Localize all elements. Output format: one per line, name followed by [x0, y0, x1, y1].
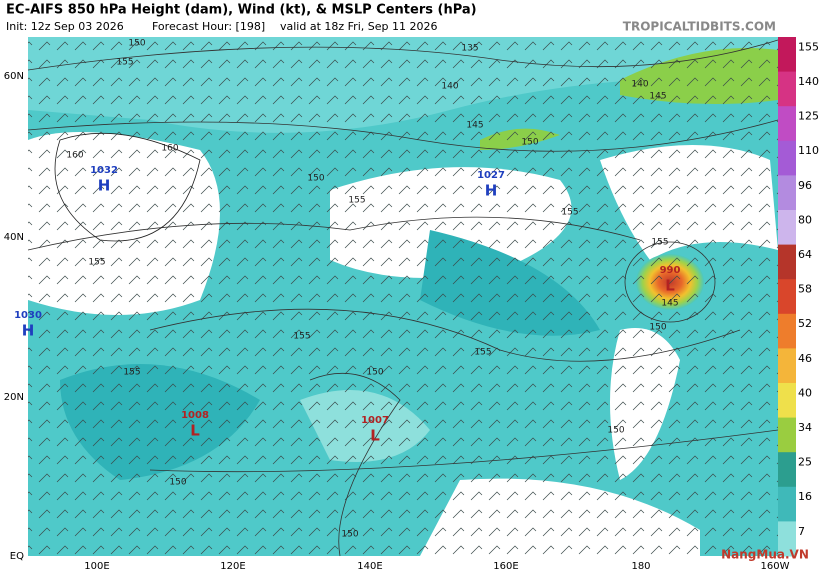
colorbar-label: 25	[798, 456, 812, 469]
contour-label: 145	[661, 299, 678, 309]
colorbar-swatch	[778, 140, 796, 176]
title: EC-AIFS 850 hPa Height (dam), Wind (kt),…	[6, 3, 477, 18]
colorbar-swatch	[778, 383, 796, 419]
lon-label: 140E	[357, 561, 382, 572]
colorbar-label: 7	[798, 525, 805, 538]
colorbar-swatch	[778, 417, 796, 453]
contour-lines	[27, 39, 779, 557]
colorbar-swatch	[778, 175, 796, 211]
pressure-value: 1030	[14, 310, 42, 321]
colorbar-label: 80	[798, 213, 812, 226]
colorbar-label: 34	[798, 421, 812, 434]
contour-label: 145	[649, 92, 666, 102]
pressure-value: 1032	[90, 165, 118, 176]
contour-label: 150	[649, 323, 666, 333]
lon-label: 100E	[84, 561, 109, 572]
contour-label: 150	[307, 174, 324, 184]
map-shading	[28, 37, 778, 556]
contour-label: 155	[88, 258, 105, 268]
contour-label: 155	[348, 196, 365, 206]
colorbar-swatch	[778, 486, 796, 522]
contour-label: 150	[521, 138, 538, 148]
colorbar-swatch	[778, 210, 796, 246]
pressure-value: 1008	[181, 410, 209, 421]
source: TROPICALTIDBITS.COM	[623, 20, 776, 34]
lat-label: 40N	[4, 232, 24, 243]
colorbar-swatch	[778, 37, 796, 73]
lon-label: 160W	[761, 561, 790, 572]
init: Init: 12z Sep 03 2026	[6, 20, 124, 33]
colorbar-label: 64	[798, 248, 812, 261]
lat-label: 20N	[4, 392, 24, 403]
colorbar-label: 40	[798, 386, 812, 399]
colorbar-label: 52	[798, 317, 812, 330]
pressure-value: 990	[660, 265, 681, 276]
colorbar-swatch	[778, 313, 796, 349]
contour-label: 135	[461, 44, 478, 54]
pressure-symbol: L	[370, 427, 380, 445]
contour-label: 150	[128, 39, 145, 49]
colorbar-swatch	[778, 71, 796, 107]
contour-label: 160	[161, 144, 178, 154]
colorbar-swatch	[778, 521, 796, 557]
colorbar-label: 110	[798, 144, 819, 157]
pressure-symbol: L	[190, 422, 200, 440]
pressure-symbol: H	[22, 322, 35, 340]
lat-label: 60N	[4, 71, 24, 82]
contour-label: 155	[123, 368, 140, 378]
colorbar-label: 46	[798, 352, 812, 365]
colorbar-label: 155	[798, 40, 819, 53]
contour-label: 160	[66, 151, 83, 161]
contour-label: 155	[651, 238, 668, 248]
lon-label: 180	[631, 561, 650, 572]
contour-label: 150	[169, 478, 186, 488]
contour-label: 155	[116, 58, 133, 68]
contour-label: 150	[341, 530, 358, 540]
colorbar-label: 58	[798, 283, 812, 296]
colorbar-label: 16	[798, 490, 812, 503]
pressure-symbol: L	[665, 277, 675, 295]
colorbar-swatch	[778, 452, 796, 488]
contour-label: 155	[474, 348, 491, 358]
colorbar-label: 96	[798, 179, 812, 192]
lat-label: EQ	[10, 551, 24, 562]
contour-label: 140	[631, 80, 648, 90]
contour-label: 145	[466, 121, 483, 131]
colorbar-swatch	[778, 244, 796, 280]
watermark: NangMua.VN	[721, 548, 809, 562]
colorbar-swatch	[778, 279, 796, 315]
pressure-symbol: H	[98, 177, 111, 195]
lon-label: 160E	[493, 561, 518, 572]
valid-time: valid at 18z Fri, Sep 11 2026	[280, 20, 437, 33]
contour-label: 155	[561, 208, 578, 218]
pressure-value: 1007	[361, 415, 389, 426]
lon-label: 120E	[220, 561, 245, 572]
contour-label: 150	[607, 426, 624, 436]
colorbar-swatch	[778, 106, 796, 142]
colorbar-swatch	[778, 348, 796, 384]
pressure-value: 1027	[477, 170, 505, 181]
pressure-symbol: H	[485, 182, 498, 200]
colorbar-label: 140	[798, 75, 819, 88]
contour-label: 155	[293, 332, 310, 342]
forecast-hour: Forecast Hour: [198]	[152, 20, 265, 33]
contour-label: 150	[366, 368, 383, 378]
contour-label: 140	[441, 82, 458, 92]
colorbar-label: 125	[798, 110, 819, 123]
